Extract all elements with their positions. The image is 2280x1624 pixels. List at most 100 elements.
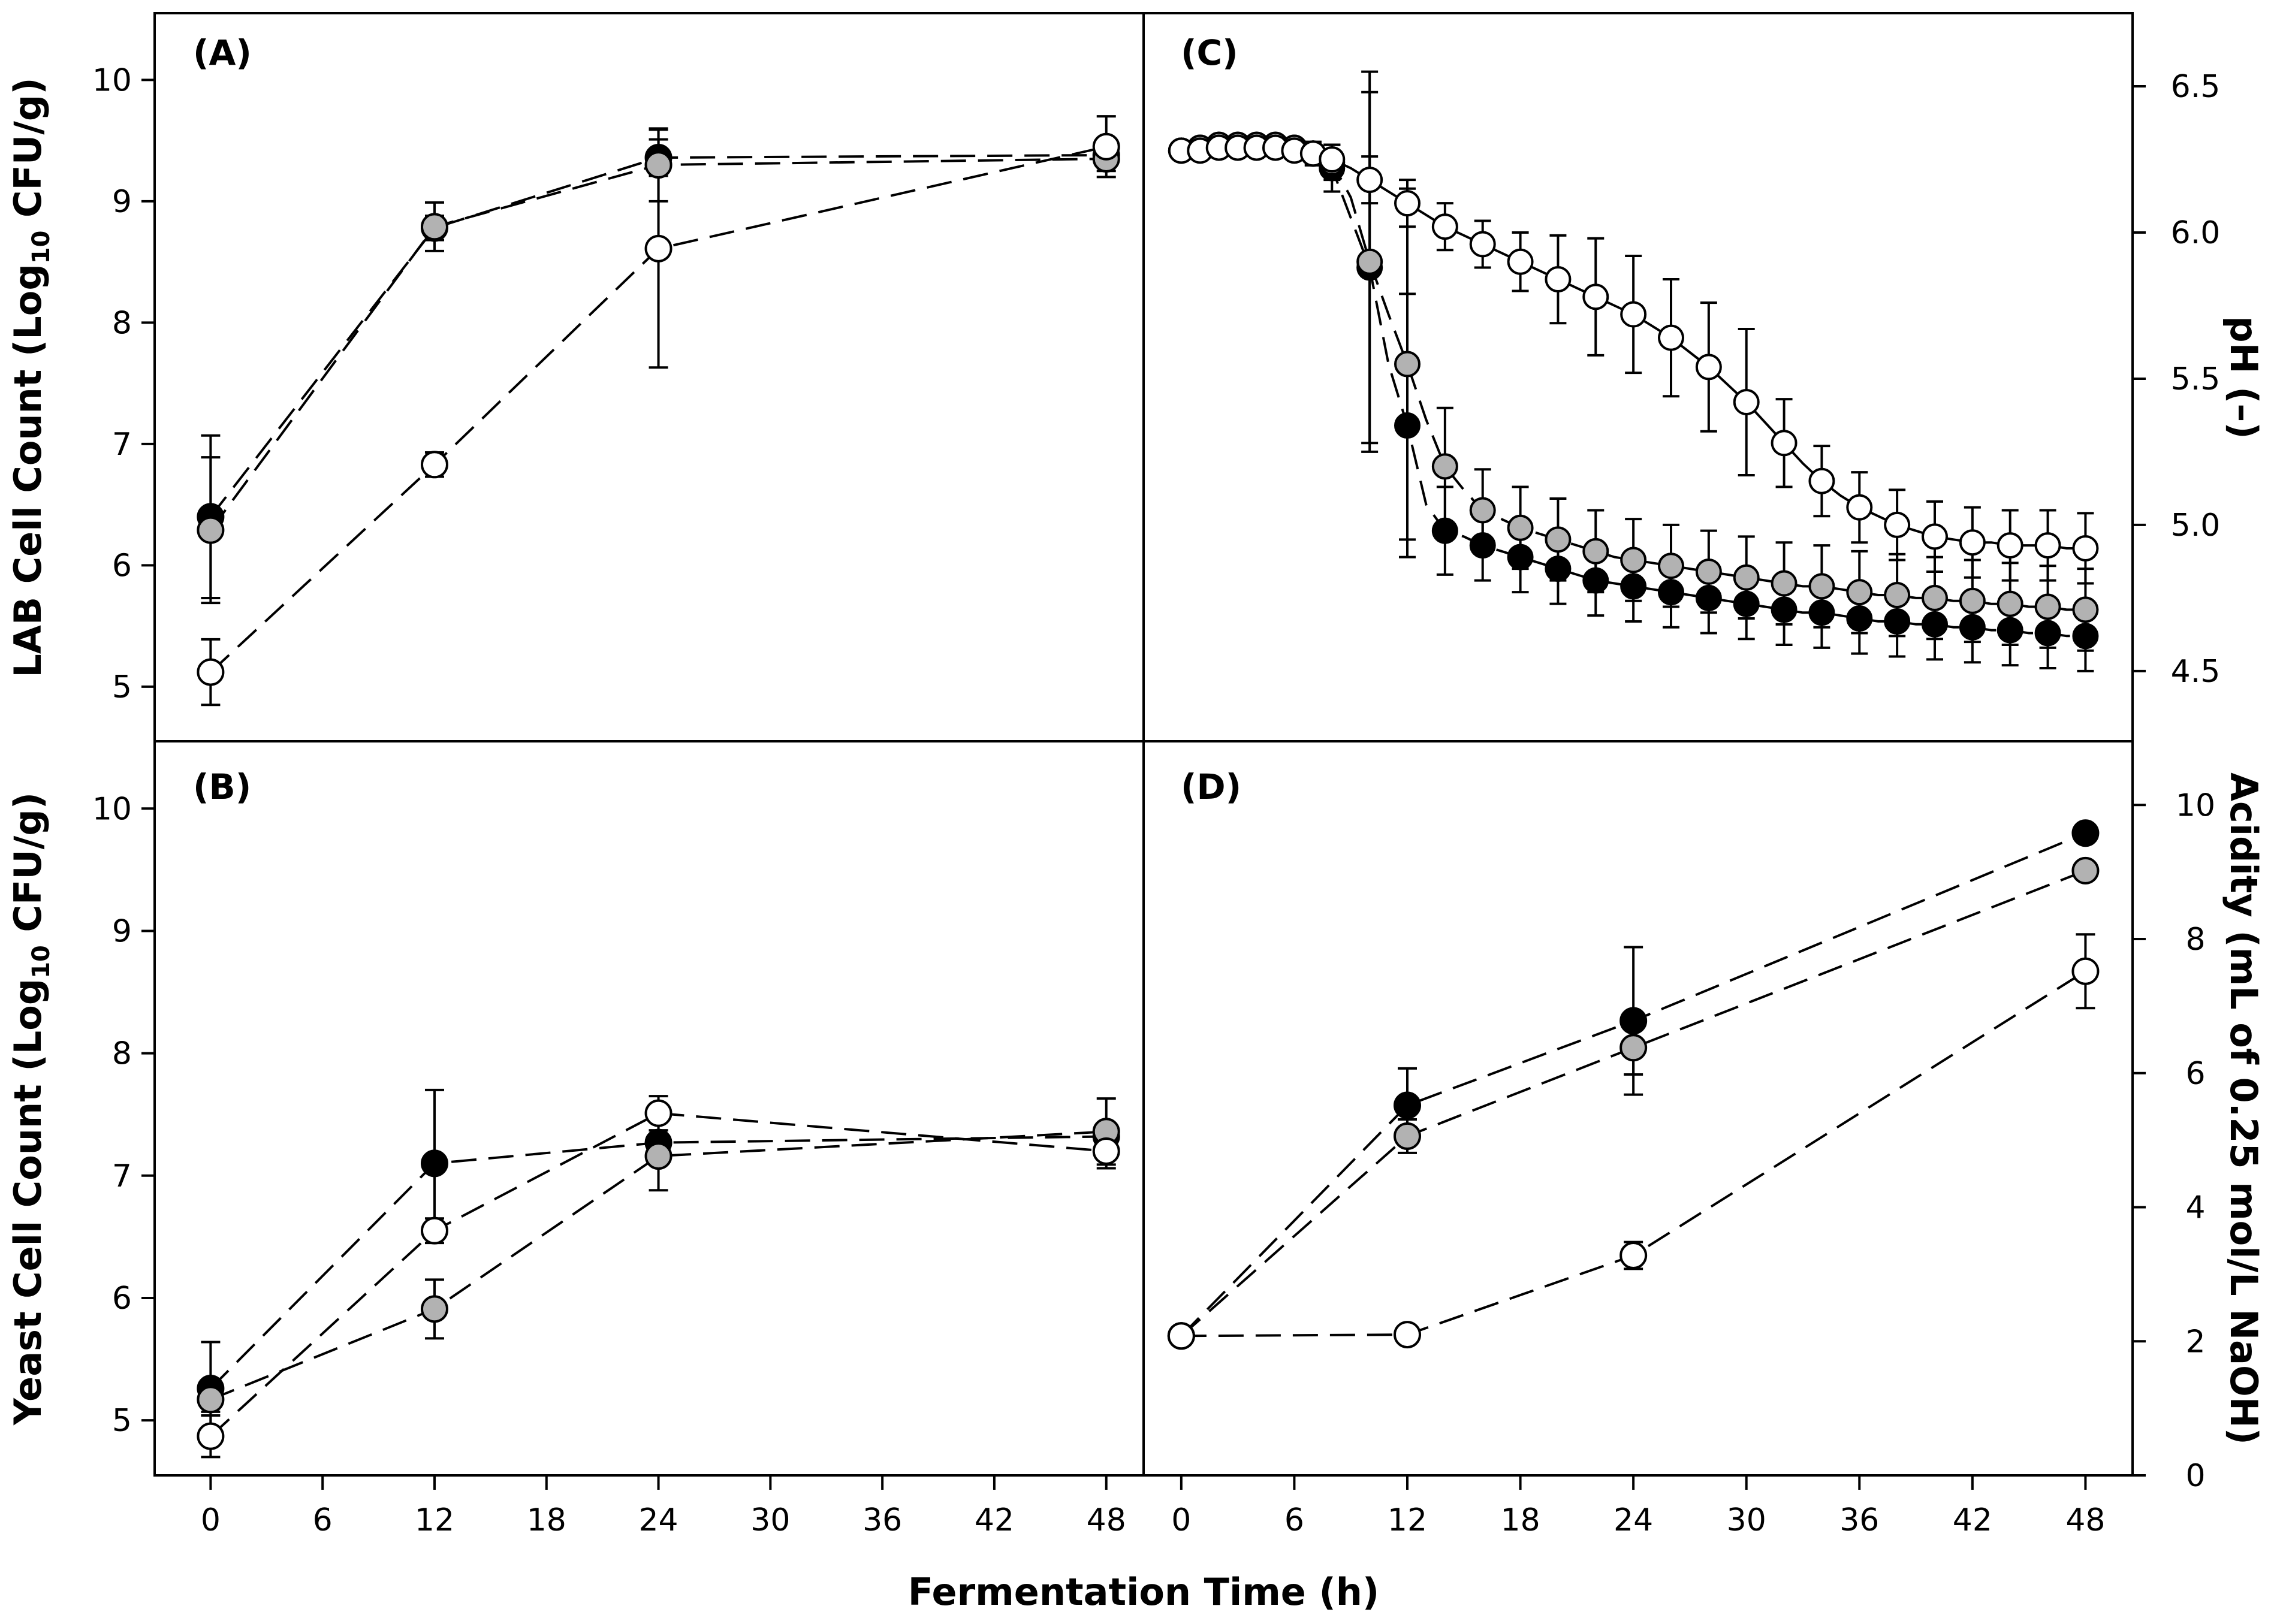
y-tick-label: 8 [2185, 922, 2205, 958]
x-tick-label: 6 [1284, 1502, 1304, 1538]
data-point-white [1431, 213, 1458, 240]
y-tick-label: 6.0 [2171, 215, 2221, 251]
x-tick-label: 30 [750, 1502, 790, 1538]
data-point-white [1319, 146, 1346, 173]
y-tick-label: 10 [92, 791, 132, 827]
y-tick-label: 8 [112, 1036, 132, 1072]
data-point-gray [1507, 514, 1534, 541]
x-tick-label: 12 [415, 1502, 454, 1538]
data-point-gray [1658, 553, 1684, 579]
data-point-gray [1356, 248, 1383, 275]
series-line-gray [209, 158, 1106, 531]
x-tick-label: 18 [1500, 1502, 1540, 1538]
data-point-white [2034, 532, 2061, 559]
data-point-black [1695, 584, 1722, 611]
data-point-gray [197, 516, 225, 544]
y-tick-label: 7 [112, 1158, 132, 1194]
panel-label-c: (C) [1181, 32, 1238, 73]
x-tick-label: 12 [1388, 1502, 1427, 1538]
data-point-gray [644, 151, 672, 179]
data-point-white [1808, 467, 1835, 494]
data-point-white [1620, 301, 1647, 328]
data-point-gray [1771, 570, 1798, 597]
series-line-black [1180, 832, 2086, 1337]
x-tick-label: 0 [201, 1502, 221, 1538]
y-tick-label: 10 [92, 62, 132, 98]
x-tick-label: 42 [975, 1502, 1014, 1538]
x-tick-label: 30 [1727, 1502, 1766, 1538]
x-tick-label: 48 [2065, 1502, 2105, 1538]
data-point-black [1996, 617, 2023, 644]
data-point-gray [1695, 558, 1722, 585]
y-tick-label: 5 [112, 1403, 132, 1439]
x-tick-label: 36 [862, 1502, 902, 1538]
data-point-gray [1620, 547, 1647, 573]
y-tick-label: 5.0 [2171, 508, 2221, 544]
series-line-white [210, 145, 1107, 674]
y-tick-label: 6 [112, 548, 132, 584]
series-line-gray [1180, 870, 2086, 1337]
data-point-black [1884, 608, 1911, 635]
data-point-white [644, 1099, 672, 1127]
data-point-white [1846, 494, 1873, 521]
data-point-black [1620, 573, 1647, 600]
data-point-black [2072, 623, 2099, 650]
data-point-white [1507, 248, 1534, 275]
y-axis-title-ph: pH (–) [2222, 316, 2266, 439]
data-point-white [1922, 523, 1948, 550]
data-point-gray [2071, 856, 2100, 885]
data-point-white [1695, 354, 1722, 381]
data-point-gray [1846, 579, 1873, 606]
x-tick-label: 18 [527, 1502, 566, 1538]
data-point-gray [1733, 564, 1760, 591]
data-point-black [1808, 599, 1835, 626]
y-tick-label: 8 [112, 305, 132, 341]
data-point-black [1507, 544, 1534, 570]
data-point-gray [1959, 587, 1986, 614]
data-point-black [1922, 611, 1948, 638]
y-tick-label: 6 [2185, 1056, 2205, 1092]
data-point-black [2071, 819, 2100, 847]
y-tick-label: 7 [112, 427, 132, 463]
data-point-black [1469, 532, 1496, 559]
y-axis-title-acidity: Acidity (mL of 0.25 mol/L NaOH) [2222, 772, 2266, 1445]
data-point-white [1394, 1321, 1421, 1349]
data-point-white [1996, 532, 2023, 559]
x-tick-label: 42 [1953, 1502, 1992, 1538]
panel-label-b: (B) [193, 766, 251, 807]
data-point-white [1469, 231, 1496, 258]
data-point-white [1092, 132, 1120, 161]
y-tick-label: 5 [112, 669, 132, 705]
data-point-white [1545, 266, 1572, 293]
data-point-black [1846, 605, 1873, 632]
y-tick-label: 6.5 [2171, 69, 2221, 105]
y-tick-label: 4 [2185, 1190, 2205, 1226]
data-point-white [1733, 388, 1760, 415]
y-axis-title-yeast: Yeast Cell Count (Log10 CFU/g) [6, 792, 55, 1426]
series-line-white [210, 1112, 1106, 1438]
y-tick-label: 2 [2185, 1324, 2205, 1360]
data-point-white [420, 1217, 448, 1245]
series-line-white [1181, 970, 2086, 1338]
data-point-gray [644, 1142, 672, 1170]
data-point-black [1733, 590, 1760, 617]
data-point-gray [197, 1385, 225, 1414]
data-point-gray [1469, 497, 1496, 524]
series-line-black [209, 153, 1106, 518]
data-point-white [1167, 1322, 1195, 1350]
data-point-white [2071, 957, 2100, 985]
y-tick-label: 10 [2176, 787, 2215, 823]
data-point-gray [1922, 584, 1948, 611]
data-point-white [1658, 324, 1684, 351]
data-point-gray [1431, 453, 1458, 480]
y-tick-label: 9 [112, 184, 132, 220]
x-tick-label: 36 [1839, 1502, 1879, 1538]
data-point-white [1092, 1137, 1120, 1165]
series-line-gray [210, 1130, 1106, 1401]
data-point-white [1394, 190, 1421, 217]
data-point-black [1658, 579, 1684, 606]
data-point-white [1959, 529, 1986, 556]
data-point-white [1356, 167, 1383, 194]
y-tick-label: 6 [112, 1281, 132, 1317]
